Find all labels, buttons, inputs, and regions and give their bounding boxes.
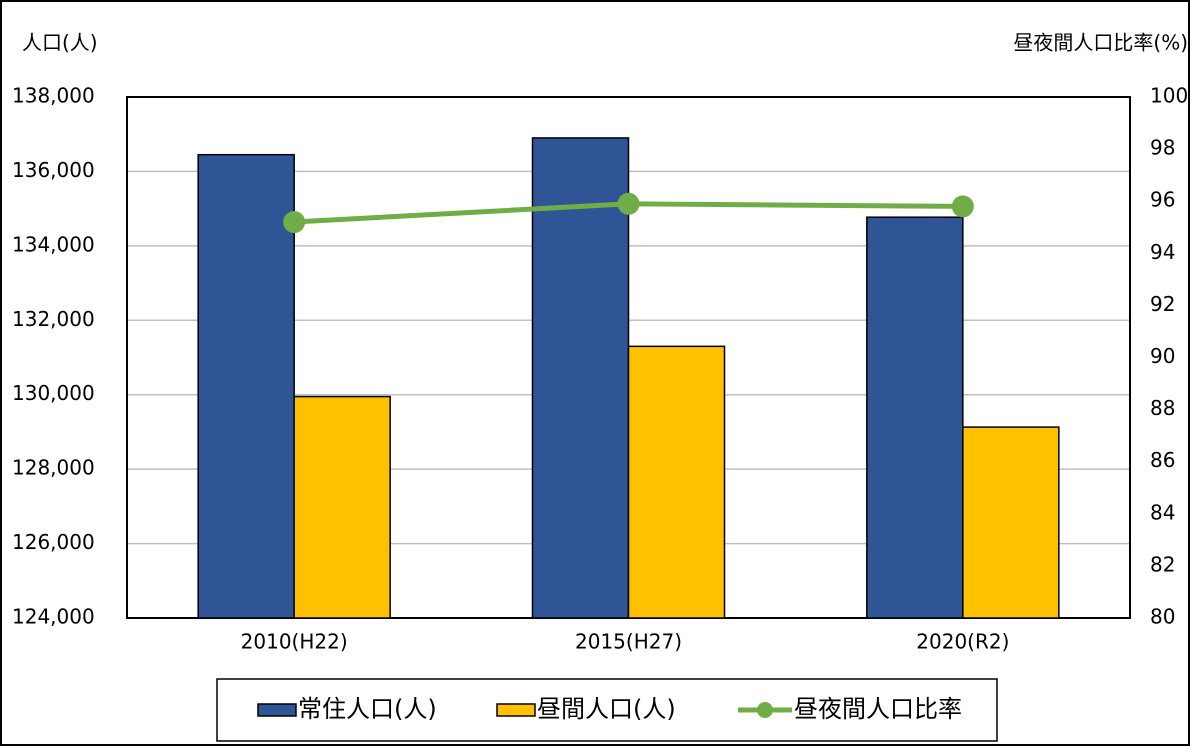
y-tick-label: 132,000 [12,307,95,331]
y2-tick-label: 92 [1150,292,1175,316]
y-tick-label: 138,000 [12,84,95,108]
bar [293,395,391,619]
legend-label: 昼間人口(人) [537,695,676,723]
bar [531,137,630,619]
y-tick-label: 134,000 [12,232,95,256]
y-tick-label: 126,000 [12,530,95,554]
legend-swatch [257,703,297,717]
x-tick-label: 2020(R2) [916,630,1009,654]
y2-tick-label: 98 [1150,136,1175,160]
x-tick-label: 2015(H27) [575,630,682,654]
legend-marker [757,702,773,718]
bar [197,153,295,619]
legend-swatch [496,703,536,717]
y2-tick-label: 82 [1150,552,1175,576]
y-tick-label: 124,000 [12,605,95,629]
bar [627,345,726,619]
y2-tick-label: 94 [1150,240,1175,264]
x-tick-label: 2010(H22) [241,630,348,654]
y-tick-label: 128,000 [12,456,95,480]
legend-box [216,678,998,742]
y2-tick-label: 96 [1150,188,1175,212]
legend-label: 常住人口(人) [298,695,437,723]
bar [866,216,964,619]
legend-label: 昼夜間人口比率 [794,695,962,723]
y2-tick-label: 80 [1150,605,1175,629]
y2-tick-label: 86 [1150,448,1175,472]
y2-tick-label: 88 [1150,396,1175,420]
bar [962,426,1060,619]
y2-tick-label: 84 [1150,500,1175,524]
y-axis-title: 人口(人) [22,31,98,55]
y2-tick-label: 100 [1150,84,1188,108]
y2-axis-title: 昼夜間人口比率(%) [1013,31,1188,55]
y2-tick-label: 90 [1150,344,1175,368]
marker [283,211,306,234]
y-tick-label: 130,000 [12,381,95,405]
marker [617,192,640,215]
marker [951,195,974,218]
y-tick-label: 136,000 [12,158,95,182]
